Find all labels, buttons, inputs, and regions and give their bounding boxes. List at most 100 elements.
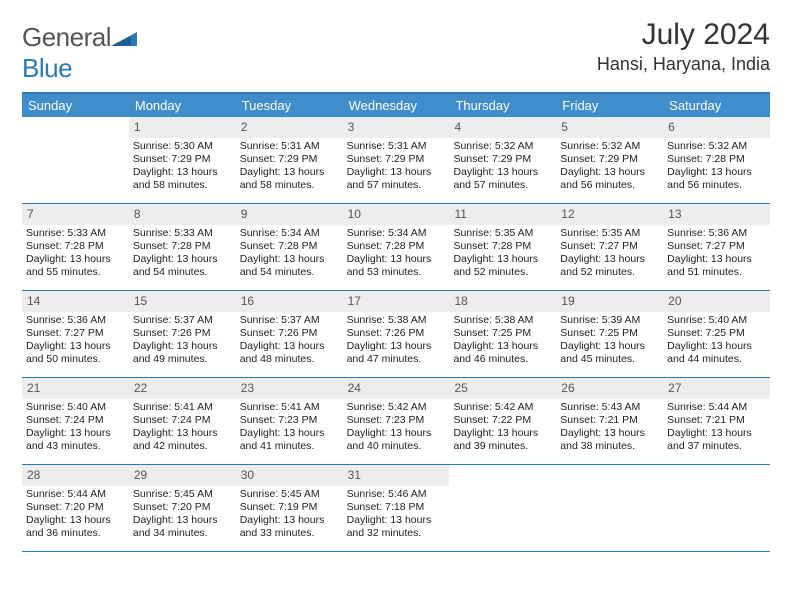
daylight-text: Daylight: 13 hours and 54 minutes.: [133, 253, 232, 279]
sunset-text: Sunset: 7:23 PM: [347, 414, 446, 427]
sunrise-text: Sunrise: 5:37 AM: [133, 314, 232, 327]
day-body: Sunrise: 5:45 AMSunset: 7:19 PMDaylight:…: [236, 486, 343, 545]
day-number: 24: [343, 378, 450, 399]
calendar-day-cell: 22Sunrise: 5:41 AMSunset: 7:24 PMDayligh…: [129, 378, 236, 464]
daylight-text: Daylight: 13 hours and 58 minutes.: [240, 166, 339, 192]
sunset-text: Sunset: 7:20 PM: [133, 501, 232, 514]
calendar-day-cell: 23Sunrise: 5:41 AMSunset: 7:23 PMDayligh…: [236, 378, 343, 464]
sunrise-text: Sunrise: 5:38 AM: [453, 314, 552, 327]
calendar-day-cell: 17Sunrise: 5:38 AMSunset: 7:26 PMDayligh…: [343, 291, 450, 377]
day-number: 3: [343, 117, 450, 138]
day-body: Sunrise: 5:36 AMSunset: 7:27 PMDaylight:…: [22, 312, 129, 371]
calendar-day-cell: 28Sunrise: 5:44 AMSunset: 7:20 PMDayligh…: [22, 465, 129, 551]
day-number: 11: [449, 204, 556, 225]
daylight-text: Daylight: 13 hours and 39 minutes.: [453, 427, 552, 453]
sunset-text: Sunset: 7:25 PM: [667, 327, 766, 340]
calendar-day-cell: 12Sunrise: 5:35 AMSunset: 7:27 PMDayligh…: [556, 204, 663, 290]
day-body: Sunrise: 5:39 AMSunset: 7:25 PMDaylight:…: [556, 312, 663, 371]
day-body: Sunrise: 5:40 AMSunset: 7:24 PMDaylight:…: [22, 399, 129, 458]
daylight-text: Daylight: 13 hours and 44 minutes.: [667, 340, 766, 366]
daylight-text: Daylight: 13 hours and 56 minutes.: [667, 166, 766, 192]
day-body: Sunrise: 5:30 AMSunset: 7:29 PMDaylight:…: [129, 138, 236, 197]
page-title: July 2024: [597, 18, 770, 52]
calendar-day-cell: 29Sunrise: 5:45 AMSunset: 7:20 PMDayligh…: [129, 465, 236, 551]
sunrise-text: Sunrise: 5:36 AM: [26, 314, 125, 327]
day-number: 19: [556, 291, 663, 312]
sunset-text: Sunset: 7:28 PM: [667, 153, 766, 166]
day-body: Sunrise: 5:38 AMSunset: 7:26 PMDaylight:…: [343, 312, 450, 371]
day-number: 31: [343, 465, 450, 486]
sunset-text: Sunset: 7:21 PM: [667, 414, 766, 427]
sunset-text: Sunset: 7:26 PM: [347, 327, 446, 340]
day-body: Sunrise: 5:32 AMSunset: 7:28 PMDaylight:…: [663, 138, 770, 197]
day-number: 20: [663, 291, 770, 312]
sunrise-text: Sunrise: 5:46 AM: [347, 488, 446, 501]
day-body: Sunrise: 5:42 AMSunset: 7:23 PMDaylight:…: [343, 399, 450, 458]
sunrise-text: Sunrise: 5:36 AM: [667, 227, 766, 240]
logo: General Blue: [22, 18, 137, 84]
calendar-day-cell: 19Sunrise: 5:39 AMSunset: 7:25 PMDayligh…: [556, 291, 663, 377]
calendar-week-row: 14Sunrise: 5:36 AMSunset: 7:27 PMDayligh…: [22, 291, 770, 378]
day-body: Sunrise: 5:41 AMSunset: 7:23 PMDaylight:…: [236, 399, 343, 458]
calendar-header-row: Sunday Monday Tuesday Wednesday Thursday…: [22, 94, 770, 117]
daylight-text: Daylight: 13 hours and 37 minutes.: [667, 427, 766, 453]
sunrise-text: Sunrise: 5:44 AM: [26, 488, 125, 501]
sunrise-text: Sunrise: 5:42 AM: [453, 401, 552, 414]
col-wednesday: Wednesday: [343, 94, 450, 117]
sunrise-text: Sunrise: 5:33 AM: [133, 227, 232, 240]
day-body: Sunrise: 5:40 AMSunset: 7:25 PMDaylight:…: [663, 312, 770, 371]
day-number: 7: [22, 204, 129, 225]
sunrise-text: Sunrise: 5:42 AM: [347, 401, 446, 414]
title-block: July 2024 Hansi, Haryana, India: [597, 18, 770, 75]
calendar-day-cell: 7Sunrise: 5:33 AMSunset: 7:28 PMDaylight…: [22, 204, 129, 290]
day-number: 16: [236, 291, 343, 312]
day-body: Sunrise: 5:35 AMSunset: 7:28 PMDaylight:…: [449, 225, 556, 284]
sunset-text: Sunset: 7:28 PM: [26, 240, 125, 253]
day-number: 26: [556, 378, 663, 399]
sunset-text: Sunset: 7:18 PM: [347, 501, 446, 514]
day-number: 1: [129, 117, 236, 138]
sunrise-text: Sunrise: 5:41 AM: [133, 401, 232, 414]
sunset-text: Sunset: 7:29 PM: [347, 153, 446, 166]
day-number: 5: [556, 117, 663, 138]
sunset-text: Sunset: 7:27 PM: [26, 327, 125, 340]
day-body: Sunrise: 5:44 AMSunset: 7:20 PMDaylight:…: [22, 486, 129, 545]
daylight-text: Daylight: 13 hours and 57 minutes.: [347, 166, 446, 192]
sunset-text: Sunset: 7:29 PM: [560, 153, 659, 166]
day-number: 4: [449, 117, 556, 138]
calendar-day-cell: 20Sunrise: 5:40 AMSunset: 7:25 PMDayligh…: [663, 291, 770, 377]
day-number: [22, 117, 129, 123]
sunrise-text: Sunrise: 5:41 AM: [240, 401, 339, 414]
sunset-text: Sunset: 7:28 PM: [240, 240, 339, 253]
col-sunday: Sunday: [22, 94, 129, 117]
daylight-text: Daylight: 13 hours and 32 minutes.: [347, 514, 446, 540]
sunset-text: Sunset: 7:25 PM: [453, 327, 552, 340]
calendar-day-cell: 1Sunrise: 5:30 AMSunset: 7:29 PMDaylight…: [129, 117, 236, 203]
sunrise-text: Sunrise: 5:32 AM: [560, 140, 659, 153]
day-body: Sunrise: 5:32 AMSunset: 7:29 PMDaylight:…: [449, 138, 556, 197]
sunrise-text: Sunrise: 5:31 AM: [240, 140, 339, 153]
daylight-text: Daylight: 13 hours and 52 minutes.: [453, 253, 552, 279]
calendar-day-cell: 27Sunrise: 5:44 AMSunset: 7:21 PMDayligh…: [663, 378, 770, 464]
calendar-day-cell: 18Sunrise: 5:38 AMSunset: 7:25 PMDayligh…: [449, 291, 556, 377]
day-number: 23: [236, 378, 343, 399]
calendar-day-cell: 3Sunrise: 5:31 AMSunset: 7:29 PMDaylight…: [343, 117, 450, 203]
calendar-week-row: 28Sunrise: 5:44 AMSunset: 7:20 PMDayligh…: [22, 465, 770, 552]
day-number: [449, 465, 556, 471]
sunrise-text: Sunrise: 5:45 AM: [240, 488, 339, 501]
sunset-text: Sunset: 7:24 PM: [133, 414, 232, 427]
daylight-text: Daylight: 13 hours and 48 minutes.: [240, 340, 339, 366]
sunrise-text: Sunrise: 5:30 AM: [133, 140, 232, 153]
day-body: Sunrise: 5:41 AMSunset: 7:24 PMDaylight:…: [129, 399, 236, 458]
sunset-text: Sunset: 7:23 PM: [240, 414, 339, 427]
day-body: Sunrise: 5:36 AMSunset: 7:27 PMDaylight:…: [663, 225, 770, 284]
logo-word-blue: Blue: [22, 53, 72, 83]
day-body: Sunrise: 5:33 AMSunset: 7:28 PMDaylight:…: [129, 225, 236, 284]
calendar-day-cell: 2Sunrise: 5:31 AMSunset: 7:29 PMDaylight…: [236, 117, 343, 203]
calendar-week-row: 21Sunrise: 5:40 AMSunset: 7:24 PMDayligh…: [22, 378, 770, 465]
daylight-text: Daylight: 13 hours and 50 minutes.: [26, 340, 125, 366]
daylight-text: Daylight: 13 hours and 36 minutes.: [26, 514, 125, 540]
day-body: Sunrise: 5:31 AMSunset: 7:29 PMDaylight:…: [236, 138, 343, 197]
calendar-day-cell: [449, 465, 556, 551]
day-number: 25: [449, 378, 556, 399]
